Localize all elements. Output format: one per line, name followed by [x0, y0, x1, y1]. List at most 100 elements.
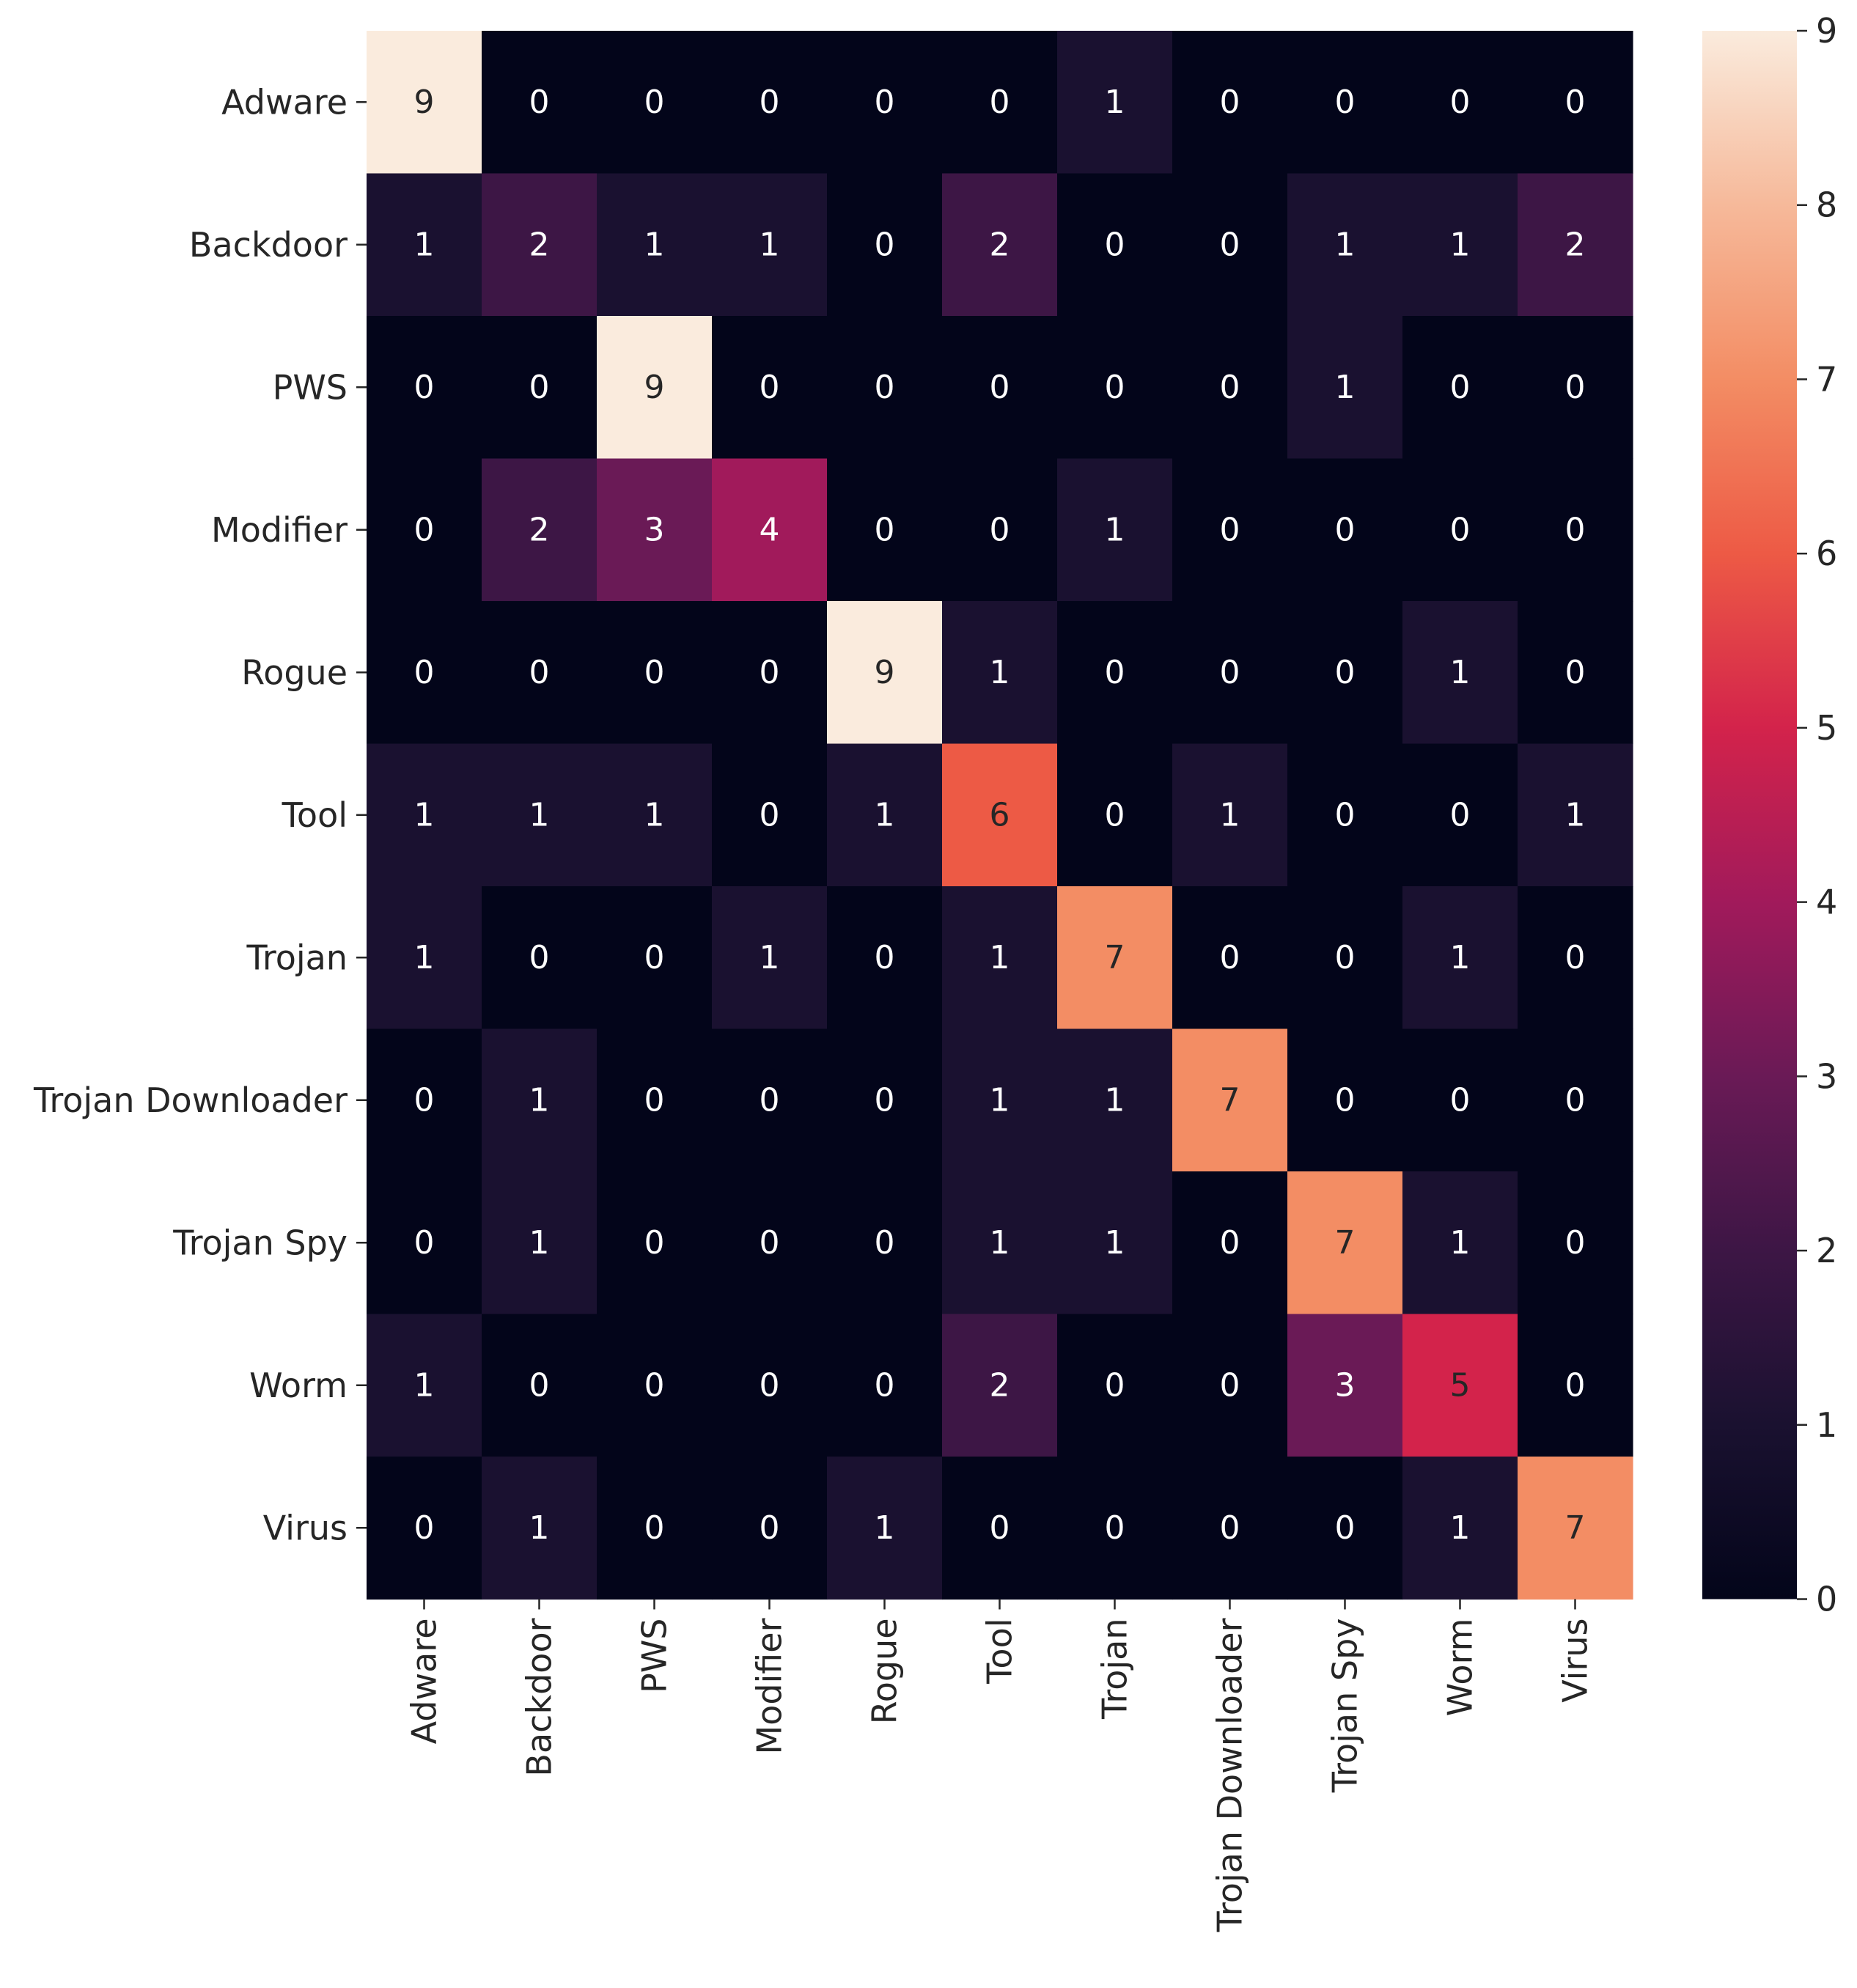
- heatmap-cell-adware-tool: [942, 31, 1058, 174]
- heatmap-cell-adware-trojan-downloader: [1172, 31, 1288, 174]
- heatmap-cell-worm-tool: [942, 1314, 1058, 1457]
- x-tick-label-trojan-spy: Trojan Spy: [1325, 1619, 1365, 1794]
- cell-value-label: 9: [875, 654, 895, 691]
- cell-value-label: 0: [1220, 654, 1240, 691]
- heatmap-cell-trojan-trojan-spy: [1287, 886, 1403, 1030]
- y-tick-label-tool: Tool: [282, 795, 348, 835]
- cell-value-label: 0: [760, 1366, 780, 1404]
- heatmap-cell-virus-worm: [1402, 1457, 1518, 1600]
- cell-value-label: 7: [1565, 1509, 1586, 1547]
- heatmap-cell-modifier-rogue: [827, 458, 943, 602]
- heatmap-cell-trojan-rogue: [827, 886, 943, 1030]
- cell-value-label: 0: [529, 84, 550, 121]
- cell-value-label: 0: [875, 84, 895, 121]
- heatmap-cell-pws-trojan-downloader: [1172, 316, 1288, 460]
- cell-value-label: 0: [1565, 654, 1586, 691]
- colorbar-tick-label: 7: [1816, 359, 1837, 399]
- cell-value-label: 0: [1335, 654, 1356, 691]
- heatmap-cell-trojan-downloader-rogue: [827, 1028, 943, 1172]
- heatmap-cell-rogue-adware: [367, 601, 482, 745]
- cell-value-label: 1: [414, 939, 435, 976]
- cell-value-label: 0: [1450, 511, 1471, 548]
- heatmap-cell-tool-rogue: [827, 743, 943, 887]
- colorbar-tick-label: 3: [1816, 1056, 1837, 1096]
- heatmap-cell-worm-worm: [1402, 1314, 1518, 1457]
- cell-value-label: 0: [1335, 939, 1356, 976]
- cell-value-label: 0: [990, 84, 1010, 121]
- cell-value-label: 0: [1220, 1366, 1240, 1404]
- heatmap-cell-modifier-trojan-spy: [1287, 458, 1403, 602]
- y-tick-label-adware: Adware: [221, 82, 348, 122]
- colorbar-tick-label: 8: [1816, 185, 1837, 225]
- cell-value-label: 0: [529, 1366, 550, 1404]
- heatmap-cell-worm-trojan-downloader: [1172, 1314, 1288, 1457]
- heatmap-cell-virus-adware: [367, 1457, 482, 1600]
- cell-value-label: 1: [760, 939, 780, 976]
- cell-value-label: 0: [644, 84, 665, 121]
- heatmap-cell-pws-trojan-spy: [1287, 316, 1403, 460]
- cell-value-label: 0: [875, 1224, 895, 1262]
- cell-value-label: 1: [1105, 84, 1125, 121]
- cell-value-label: 1: [990, 654, 1010, 691]
- heatmap-cell-pws-tool: [942, 316, 1058, 460]
- cell-value-label: 2: [990, 226, 1010, 263]
- cell-value-label: 3: [644, 511, 665, 548]
- heatmap-cell-rogue-worm: [1402, 601, 1518, 745]
- cell-value-label: 0: [414, 1509, 435, 1547]
- heatmap-cell-backdoor-pws: [597, 173, 713, 317]
- cell-value-label: 0: [1335, 84, 1356, 121]
- heatmap-cell-trojan-backdoor: [482, 886, 597, 1030]
- heatmap-cell-adware-adware: [367, 31, 482, 174]
- heatmap-cell-modifier-trojan: [1057, 458, 1173, 602]
- cell-value-label: 1: [1220, 796, 1240, 833]
- cell-value-label: 0: [529, 654, 550, 691]
- cell-value-label: 0: [414, 369, 435, 406]
- cell-value-label: 0: [875, 939, 895, 976]
- cell-value-label: 7: [1105, 939, 1125, 976]
- heatmap-cell-trojan-spy-trojan-spy: [1287, 1171, 1403, 1315]
- heatmap-cell-trojan-spy-modifier: [712, 1171, 828, 1315]
- x-tick-label-modifier: Modifier: [750, 1618, 790, 1754]
- cell-value-label: 0: [414, 1081, 435, 1119]
- cell-value-label: 7: [1220, 1081, 1240, 1119]
- heatmap-cell-adware-modifier: [712, 31, 828, 174]
- heatmap-cell-worm-virus: [1518, 1314, 1633, 1457]
- heatmap-cell-trojan-spy-virus: [1518, 1171, 1633, 1315]
- cell-value-label: 1: [1450, 1509, 1471, 1547]
- cell-value-label: 9: [644, 369, 665, 406]
- y-tick-label-virus: Virus: [263, 1508, 348, 1547]
- cell-value-label: 0: [875, 511, 895, 548]
- y-tick-label-trojan-spy: Trojan Spy: [172, 1223, 348, 1262]
- heatmap-cell-worm-modifier: [712, 1314, 828, 1457]
- cell-value-label: 2: [990, 1366, 1010, 1404]
- cell-value-label: 1: [529, 1509, 550, 1547]
- heatmap-cell-virus-modifier: [712, 1457, 828, 1600]
- cell-value-label: 0: [414, 1224, 435, 1262]
- cell-value-label: 0: [414, 511, 435, 548]
- heatmap-cell-rogue-tool: [942, 601, 1058, 745]
- x-tick-label-trojan-downloader: Trojan Downloader: [1210, 1618, 1250, 1932]
- heatmap-cell-tool-pws: [597, 743, 713, 887]
- colorbar-tick-label: 5: [1816, 708, 1837, 748]
- cell-value-label: 0: [1335, 796, 1356, 833]
- cell-value-label: 1: [1450, 654, 1471, 691]
- cell-value-label: 0: [644, 654, 665, 691]
- cell-value-label: 1: [1105, 1224, 1125, 1262]
- colorbar-tick-label: 0: [1816, 1580, 1837, 1619]
- cell-value-label: 1: [529, 1224, 550, 1262]
- heatmap-cell-worm-trojan-spy: [1287, 1314, 1403, 1457]
- cell-value-label: 0: [875, 1366, 895, 1404]
- cell-value-label: 6: [990, 796, 1010, 833]
- x-tick-label-virus: Virus: [1556, 1619, 1595, 1703]
- heatmap-cell-pws-rogue: [827, 316, 943, 460]
- cell-value-label: 0: [414, 654, 435, 691]
- cell-value-label: 0: [875, 1081, 895, 1119]
- cell-value-label: 1: [529, 1081, 550, 1119]
- cell-value-label: 1: [990, 939, 1010, 976]
- cell-value-label: 1: [1450, 939, 1471, 976]
- cell-value-label: 0: [760, 1509, 780, 1547]
- cell-value-label: 0: [1220, 939, 1240, 976]
- heatmap-cell-modifier-modifier: [712, 458, 828, 602]
- heatmap-cell-trojan-modifier: [712, 886, 828, 1030]
